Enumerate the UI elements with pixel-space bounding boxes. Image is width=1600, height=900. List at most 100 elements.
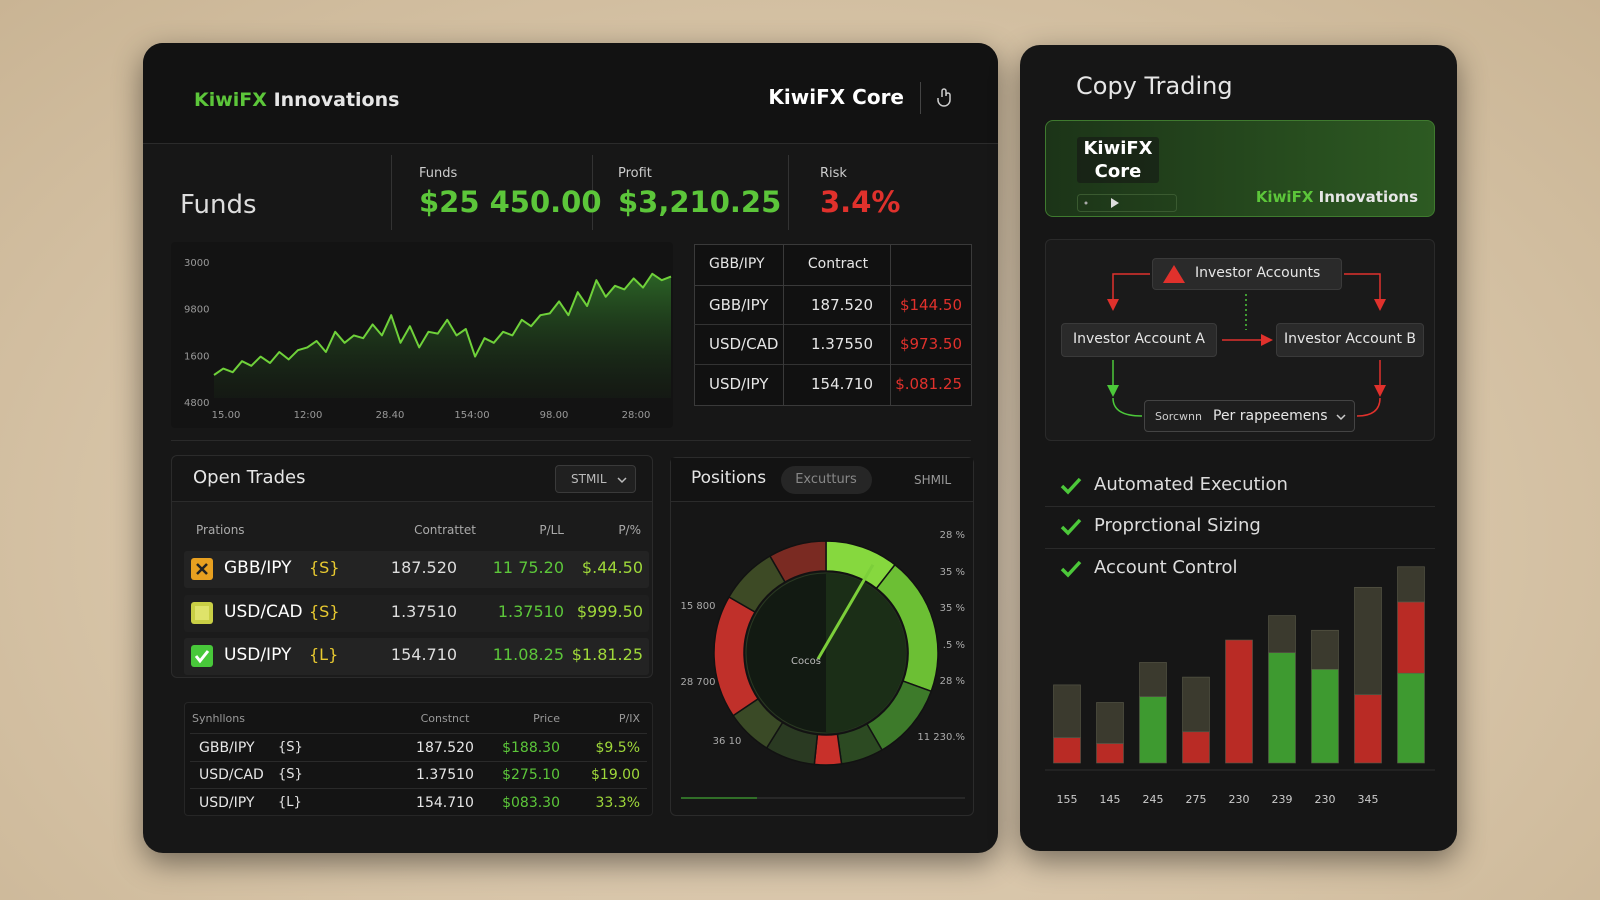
flow-account-a: Investor Account A (1072, 331, 1206, 347)
feature: Automated Execution (1094, 474, 1288, 495)
stat-divider (592, 155, 593, 230)
bar-segment (1182, 676, 1210, 733)
column-header: Contrattet (414, 523, 476, 537)
trade-row[interactable] (184, 595, 649, 632)
y-tick-label: 3000 (184, 258, 209, 269)
table-line (190, 788, 647, 789)
gauge-label: 15 800 (681, 601, 716, 612)
contract: 1.37510 (390, 602, 458, 621)
column-header: Price (533, 712, 560, 725)
tab-label[interactable]: SHMIL (914, 473, 952, 487)
panel-title: Open Trades (193, 467, 306, 488)
column-header: Contract (807, 256, 869, 272)
filter-dropdown[interactable] (555, 465, 636, 493)
x-tick-label: 239 (1272, 793, 1293, 806)
bar-segment (1053, 684, 1081, 738)
card-controls (1077, 194, 1177, 212)
pair: USD/IPY (224, 645, 292, 665)
table-line (190, 761, 647, 762)
column-header: P/IX (618, 712, 640, 725)
contract: 1.37510 (416, 767, 474, 783)
gauge-label: 36 10 (713, 736, 742, 747)
feature: Account Control (1094, 557, 1238, 578)
column-header: Prations (196, 523, 245, 537)
product-name: KiwiFX Core (768, 85, 904, 109)
feature: Proprctional Sizing (1094, 515, 1261, 536)
pct: $9.5% (595, 740, 640, 756)
flow-connectors (1107, 273, 1386, 417)
symbols-table (184, 702, 653, 816)
table-line (694, 324, 972, 325)
card-title: KiwiFX Core (1077, 137, 1159, 183)
gauge-center-label: Cocos (791, 656, 821, 667)
bar-segment (1096, 702, 1124, 744)
x-tick-label: 230 (1229, 793, 1250, 806)
status-icon (191, 645, 213, 667)
mode-dropdown[interactable] (1144, 400, 1355, 432)
gauge-needle (816, 563, 875, 660)
pl: 11 75.20 (492, 558, 564, 577)
status-icon (191, 558, 213, 580)
x-tick-label: 98.00 (540, 410, 569, 421)
column-header: P/% (618, 523, 641, 537)
flow-node[interactable] (1152, 258, 1342, 290)
tab[interactable] (781, 466, 872, 494)
column-header: Constnct (420, 712, 470, 725)
pair: USD/CAD (199, 767, 264, 783)
x-tick-label: 155 (1057, 793, 1078, 806)
x-tick-label: 145 (1100, 793, 1121, 806)
x-tick-label: 275 (1186, 793, 1207, 806)
bar-segment (1182, 731, 1210, 764)
y-tick-label: 1600 (184, 351, 209, 362)
header-divider (920, 82, 921, 114)
status-icon (191, 602, 213, 624)
filter-value: STMIL (571, 472, 607, 486)
price: $188.30 (502, 740, 560, 756)
pl: 1.37510 (497, 602, 564, 621)
bar-segment (1311, 629, 1339, 670)
panel-title: Copy Trading (1076, 72, 1233, 100)
bar-segment (1354, 586, 1382, 695)
trade-row[interactable] (184, 551, 649, 588)
table-line (783, 244, 784, 406)
user-icon (937, 88, 951, 107)
user-button[interactable] (936, 87, 956, 109)
contract: 187.520 (390, 558, 458, 577)
column-header: GBB/IPY (709, 256, 765, 272)
summary-title: Funds (180, 190, 257, 220)
flow-account-b: Investor Account B (1283, 331, 1417, 347)
bar-segment (1053, 737, 1081, 764)
brand-accent: KiwiFX (1255, 188, 1314, 206)
gauge-segment (768, 540, 827, 584)
stat-value: 3.4% (820, 185, 901, 219)
stat-divider (391, 155, 392, 230)
bar-segment (1397, 601, 1425, 674)
quote-table (694, 244, 972, 406)
pct: $1.81.25 (571, 645, 643, 664)
bar-segment (1268, 652, 1296, 764)
table-line (694, 364, 972, 365)
flow-node[interactable] (1276, 323, 1424, 357)
price: $144.50 (899, 296, 962, 314)
contract: 187.520 (416, 740, 474, 756)
bar-segment (1225, 639, 1253, 764)
pct: 33.3% (595, 795, 640, 811)
gauge-label: 35 % (940, 567, 965, 578)
contract: 1.37550 (810, 335, 874, 353)
x-tick-label: 28:00 (622, 410, 651, 421)
gauge-label: 28 % (940, 676, 965, 687)
brand-name: Innovations (273, 89, 400, 111)
pair: USD/CAD (709, 335, 779, 353)
y-tick-label: 4800 (184, 398, 209, 409)
trade-row[interactable] (184, 638, 649, 675)
flow-node[interactable] (1061, 323, 1217, 357)
separator (1045, 506, 1435, 507)
contract: 154.710 (390, 645, 458, 664)
pl: 11.08.25 (492, 645, 564, 664)
side: {L} (309, 645, 339, 664)
check-icon (1060, 477, 1082, 495)
y-tick-label: 9800 (184, 305, 209, 316)
price: $083.30 (502, 795, 560, 811)
